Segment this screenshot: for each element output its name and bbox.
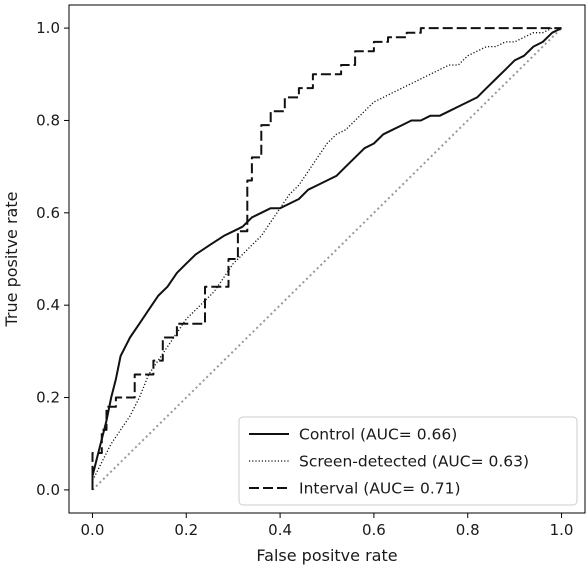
series-line-1 xyxy=(91,27,562,490)
y-axis-label: True positve rate xyxy=(2,192,21,328)
y-tick-label: 0.6 xyxy=(36,204,60,222)
legend: Control (AUC= 0.66) Screen-detected (AUC=… xyxy=(238,416,578,506)
x-tick-label: 0.8 xyxy=(456,521,480,539)
y-tick-label: 0.0 xyxy=(36,481,60,499)
y-tick-label: 0.4 xyxy=(36,296,60,314)
legend-box xyxy=(238,416,578,506)
series-line-3 xyxy=(91,27,562,490)
y-tick-label: 0.2 xyxy=(36,389,60,407)
x-tick-label: 0.2 xyxy=(174,521,198,539)
series-layer xyxy=(91,27,563,491)
x-axis-label: False positve rate xyxy=(256,546,397,565)
legend-label-1: Control (AUC= 0.66) xyxy=(299,426,457,444)
y-tick-label: 0.8 xyxy=(36,111,60,129)
x-tick-label: 0.4 xyxy=(268,521,292,539)
legend-label-2: Screen-detected (AUC= 0.63) xyxy=(299,453,529,471)
x-tick-label: 0.0 xyxy=(81,521,105,539)
plot-frame xyxy=(68,4,586,514)
ticks-layer: 0.0 0.2 0.4 0.6 0.8 1.0 0.0 0.2 0.4 0.6 0.8 1.0 xyxy=(36,19,573,539)
y-tick-label: 1.0 xyxy=(36,19,60,37)
x-tick-label: 1.0 xyxy=(550,521,574,539)
legend-label-3: Interval (AUC= 0.71) xyxy=(299,480,461,498)
x-tick-label: 0.6 xyxy=(362,521,386,539)
